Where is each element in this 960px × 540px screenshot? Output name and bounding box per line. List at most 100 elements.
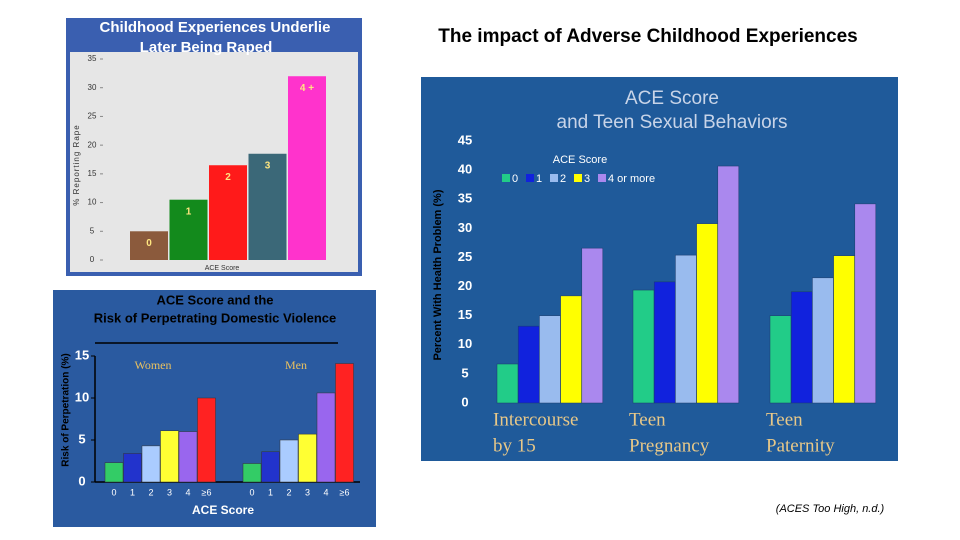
bar [790,291,813,404]
x-tick-label: 1 [130,487,135,497]
legend-label: 0 [512,173,518,185]
x-tick-label: 4 [323,487,328,497]
bar [242,463,262,483]
legend-label: 4 or more [608,173,655,185]
legend-swatch [550,174,558,182]
chart-title: Childhood Experiences Underlie [100,19,331,36]
bar-label: 0 [146,238,152,249]
bar [130,231,168,260]
y-tick-label: 45 [458,132,472,147]
bar [581,247,604,404]
x-tick-label: Paternity [766,435,835,456]
x-tick-label: Pregnancy [629,435,710,456]
y-tick-label: 15 [88,169,97,178]
bar [717,165,740,404]
bar [123,453,142,483]
x-tick-label: by 15 [493,435,536,456]
y-tick-label: 5 [90,226,95,235]
y-tick-label: 35 [458,191,472,206]
slide-title: The impact of Adverse Childhood Experien… [438,26,858,47]
bar [169,199,208,260]
legend-swatch [574,174,582,182]
legend-swatch [502,174,510,182]
bar-label: 1 [186,206,192,217]
bar [160,430,179,483]
bar [517,325,540,404]
bar [769,315,792,404]
bar [178,431,198,483]
x-tick-label: ≥6 [340,487,350,497]
bar [288,76,326,260]
y-tick-label: 15 [458,307,472,322]
bar [496,363,519,404]
bar-label: 4 + [300,83,314,94]
y-tick-label: 0 [461,394,468,409]
bar [833,255,855,404]
bar [261,451,280,483]
bar [279,439,299,483]
x-tick-label: Teen [629,409,666,430]
y-tick-label: 10 [458,336,472,351]
x-axis-label: ACE Score [192,503,254,517]
x-tick-label: ≥6 [202,487,212,497]
y-tick-label: 30 [88,83,97,92]
y-tick-label: 20 [88,140,97,149]
group-label: Men [285,358,307,372]
x-tick-label: 3 [305,487,310,497]
chart-title: Risk of Perpetrating Domestic Violence [94,310,337,325]
x-tick-label: 3 [167,487,172,497]
chart-title: ACE Score and the [156,292,273,307]
y-tick-label: 35 [88,54,97,63]
y-tick-label: 20 [458,278,472,293]
y-tick-label: 25 [458,249,472,264]
legend-swatch [526,174,534,182]
y-tick-label: 10 [88,198,97,207]
x-tick-label: 0 [111,487,116,497]
y-tick-label: 40 [458,162,472,177]
legend-label: 2 [560,173,566,185]
y-axis-label: Risk of Perpetration (%) [61,353,72,466]
y-axis-label: % Reporting Rape [72,124,81,205]
x-tick-label: 2 [286,487,291,497]
bar [632,289,655,404]
y-tick-label: 10 [75,389,89,404]
bar [209,165,247,260]
y-tick-label: 30 [458,220,472,235]
bar [696,223,718,404]
y-axis-label: Percent With Health Problem (%) [432,189,444,360]
chart-title: Later Being Raped [140,39,273,56]
x-tick-label: 2 [148,487,153,497]
x-tick-label: 1 [268,487,273,497]
bar [141,445,161,483]
bar [560,295,582,404]
y-tick-label: 5 [461,365,468,380]
legend-label: 1 [536,173,542,185]
group-label: Women [134,358,171,372]
bar [335,363,354,483]
legend-label: 3 [584,173,590,185]
bar [675,254,697,404]
legend-swatch [598,174,606,182]
bar-label: 3 [265,160,271,171]
bar [298,433,317,483]
citation: (ACES Too High, n.d.) [776,503,885,515]
x-tick-label: 0 [249,487,254,497]
bar [248,153,287,260]
bar [539,315,561,404]
x-axis-label: ACE Score [205,265,240,272]
x-tick-label: 4 [185,487,190,497]
bar [854,203,877,404]
chart-title: ACE Score [625,88,719,109]
legend-title: ACE Score [553,154,607,166]
x-tick-label: Teen [766,409,803,430]
x-tick-label: Intercourse [493,409,578,430]
y-tick-label: 15 [75,347,89,362]
bar [104,462,124,483]
bar [316,392,336,483]
y-tick-label: 25 [88,112,97,121]
y-tick-label: 5 [78,431,85,446]
bar [653,281,676,404]
panel [421,77,898,461]
bar [812,277,834,404]
